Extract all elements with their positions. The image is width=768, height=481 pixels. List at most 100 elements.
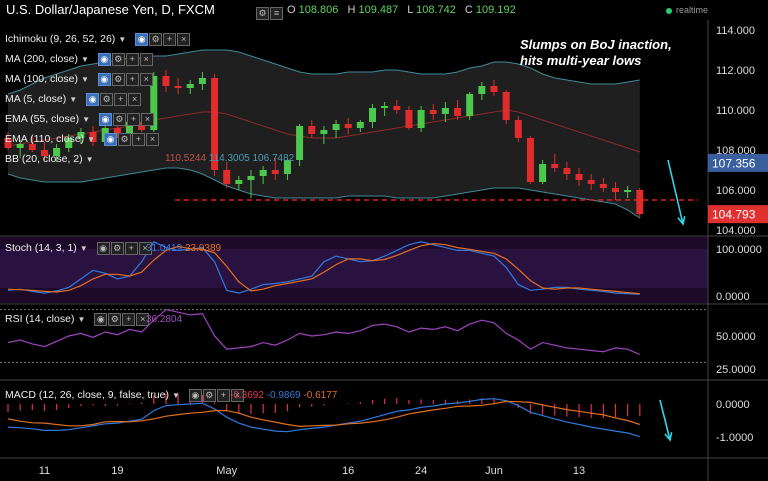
rsi-line	[7, 308, 641, 356]
candle	[587, 180, 595, 184]
candle	[636, 190, 644, 214]
add-icon[interactable]: +	[122, 312, 136, 326]
settings-icon[interactable]: ⚙	[256, 7, 269, 21]
chevron-down-icon[interactable]: ▼	[171, 391, 180, 400]
indicator-ma100[interactable]: MA (100, close) ▼ ◉ ⚙ + ×	[5, 71, 154, 87]
settings-icon[interactable]: ⚙	[118, 132, 132, 146]
close-icon[interactable]: ×	[139, 72, 153, 86]
eye-icon[interactable]: ◉	[86, 92, 100, 106]
add-icon[interactable]: +	[216, 388, 230, 402]
candle	[612, 188, 619, 192]
add-icon[interactable]: +	[163, 32, 177, 46]
settings-icon[interactable]: ⚙	[111, 52, 125, 66]
candle	[624, 190, 632, 192]
indicator-ichimoku[interactable]: Ichimoku (9, 26, 52, 26) ▼ ◉ ⚙ + ×	[5, 31, 191, 47]
candle	[28, 144, 36, 150]
chevron-down-icon[interactable]: ▼	[80, 75, 89, 84]
candle	[502, 92, 510, 120]
candle	[381, 106, 389, 108]
y-tick-label: 112.000	[716, 65, 755, 77]
macd-signal-line	[7, 400, 640, 428]
macd-legend[interactable]: MACD (12, 26, close, 9, false, true) ▼ ◉ ⚙…	[5, 387, 245, 403]
x-tick-label: May	[216, 465, 237, 477]
add-icon[interactable]: +	[124, 241, 138, 255]
settings-icon[interactable]: ⚙	[108, 312, 122, 326]
add-icon[interactable]: +	[125, 52, 139, 66]
candle	[198, 78, 206, 84]
close-icon[interactable]: ×	[177, 32, 191, 46]
indicator-ema55[interactable]: EMA (55, close) ▼ ◉ ⚙ + ×	[5, 111, 155, 127]
eye-icon[interactable]: ◉	[97, 52, 111, 66]
stoch-y-tick: 0.0000	[716, 291, 750, 303]
candle	[466, 94, 474, 116]
eye-icon[interactable]: ◉	[188, 388, 202, 402]
candle	[393, 106, 401, 110]
add-icon[interactable]: +	[114, 92, 128, 106]
y-tick-label: 106.000	[716, 185, 756, 197]
chevron-down-icon[interactable]: ▼	[82, 115, 91, 124]
settings-icon[interactable]: ⚙	[202, 388, 216, 402]
close-icon[interactable]: ×	[146, 132, 160, 146]
candle	[235, 180, 243, 184]
chevron-down-icon[interactable]: ▼	[79, 244, 88, 253]
chevron-down-icon[interactable]: ▼	[80, 55, 89, 64]
high-value: 109.487	[358, 4, 399, 16]
chevron-down-icon[interactable]: ▼	[87, 135, 96, 144]
settings-icon[interactable]: ⚙	[111, 72, 125, 86]
close-icon[interactable]: ×	[230, 388, 244, 402]
close-icon[interactable]: ×	[140, 112, 154, 126]
stoch-legend[interactable]: Stoch (14, 3, 1) ▼ ◉ ⚙ + ×	[5, 240, 153, 256]
realtime-dot-icon	[666, 7, 672, 14]
open-value: 108.806	[298, 4, 339, 16]
candle	[478, 86, 486, 94]
candle	[65, 138, 73, 148]
chevron-down-icon[interactable]: ▼	[69, 95, 78, 104]
eye-icon[interactable]: ◉	[104, 132, 118, 146]
candle	[526, 138, 534, 182]
close-icon[interactable]: ×	[128, 92, 142, 106]
settings-icon[interactable]: ⚙	[149, 32, 163, 46]
macd-y-tick: -1.0000	[716, 432, 753, 444]
candle	[599, 184, 607, 188]
low-value: 108.742	[416, 4, 456, 16]
eye-icon[interactable]: ◉	[135, 32, 149, 46]
candle	[113, 128, 121, 134]
eye-icon[interactable]: ◉	[97, 72, 111, 86]
candle	[296, 126, 304, 160]
chevron-down-icon[interactable]: ▼	[118, 35, 127, 44]
indicator-bb[interactable]: BB (20, close, 2) ▼	[5, 153, 94, 165]
candle	[344, 124, 352, 128]
candle	[223, 170, 231, 184]
add-icon[interactable]: +	[132, 132, 146, 146]
x-tick-label: 11	[39, 465, 50, 477]
eye-icon[interactable]: ◉	[98, 112, 112, 126]
symbol-title[interactable]: U.S. Dollar/Japanese Yen, D, FXCM	[6, 2, 215, 17]
more-icon[interactable]: ≡	[270, 7, 283, 21]
candle	[369, 108, 376, 122]
stoch-values: 31.0419 23.9389	[146, 243, 222, 254]
close-icon[interactable]: ×	[136, 312, 150, 326]
settings-icon[interactable]: ⚙	[100, 92, 114, 106]
candle	[417, 110, 425, 128]
candle	[16, 144, 24, 148]
close-icon[interactable]: ×	[139, 52, 153, 66]
bb-lower-line	[7, 167, 641, 219]
add-icon[interactable]: +	[125, 72, 139, 86]
eye-icon[interactable]: ◉	[94, 312, 108, 326]
candle	[332, 124, 340, 130]
eye-icon[interactable]: ◉	[96, 241, 110, 255]
indicator-ma5[interactable]: MA (5, close) ▼ ◉ ⚙ + ×	[5, 91, 142, 107]
add-icon[interactable]: +	[126, 112, 140, 126]
trend-arrow-macd	[659, 399, 671, 441]
rsi-legend[interactable]: RSI (14, close) ▼ ◉ ⚙ + ×	[5, 311, 150, 327]
chevron-down-icon[interactable]: ▼	[85, 155, 94, 164]
indicator-ema110[interactable]: EMA (110, close) ▼ ◉ ⚙ + ×	[5, 131, 160, 147]
candle	[138, 122, 146, 130]
settings-icon[interactable]: ⚙	[110, 241, 124, 255]
indicator-ma200[interactable]: MA (200, close) ▼ ◉ ⚙ + ×	[5, 51, 154, 67]
trend-arrow-main-head	[677, 216, 686, 226]
chevron-down-icon[interactable]: ▼	[77, 315, 86, 324]
settings-icon[interactable]: ⚙	[112, 112, 126, 126]
close-icon[interactable]: ×	[138, 241, 152, 255]
